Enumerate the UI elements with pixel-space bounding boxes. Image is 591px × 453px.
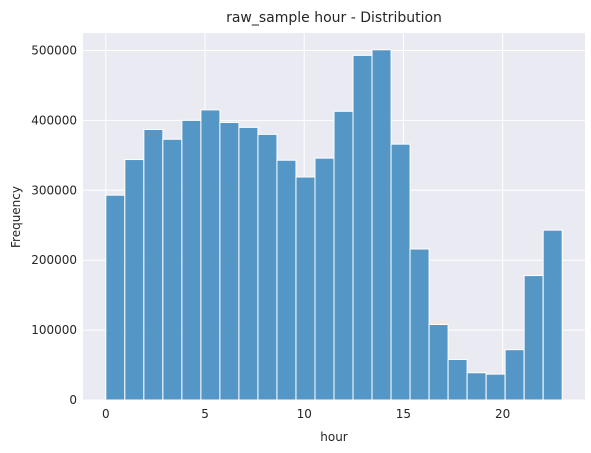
histogram-bar bbox=[352, 54, 373, 401]
x-axis-label: hour bbox=[320, 430, 348, 444]
histogram-bar bbox=[314, 157, 335, 401]
histogram-bar bbox=[276, 159, 297, 401]
histogram-bar bbox=[542, 229, 563, 401]
histogram-bar bbox=[409, 248, 430, 401]
histogram-bar bbox=[466, 372, 487, 401]
histogram-bar bbox=[200, 109, 221, 401]
histogram-bar bbox=[371, 49, 392, 401]
y-tick-label: 500000 bbox=[31, 43, 77, 57]
x-tick-label: 0 bbox=[102, 407, 110, 421]
histogram-bar bbox=[257, 133, 278, 401]
x-tick-label: 15 bbox=[396, 407, 411, 421]
histogram-bar bbox=[219, 121, 240, 401]
x-tick-label: 10 bbox=[297, 407, 312, 421]
histogram-bars bbox=[105, 49, 563, 401]
y-axis-label: Frequency bbox=[9, 186, 23, 248]
y-tick-label: 300000 bbox=[31, 183, 77, 197]
y-tick-label: 0 bbox=[69, 393, 77, 407]
histogram-bar bbox=[390, 143, 411, 401]
histogram-bar bbox=[333, 110, 354, 401]
histogram-bar bbox=[523, 275, 544, 401]
y-tick-label: 100000 bbox=[31, 323, 77, 337]
histogram-bar bbox=[181, 119, 202, 401]
x-axis-ticks: 0 5 10 15 20 bbox=[102, 407, 510, 421]
histogram-bar bbox=[447, 358, 468, 401]
y-axis-ticks: 0 100000 200000 300000 400000 500000 bbox=[31, 43, 77, 407]
histogram-bar bbox=[295, 176, 316, 401]
x-tick-label: 20 bbox=[495, 407, 510, 421]
histogram-bar bbox=[504, 349, 525, 401]
histogram-bar bbox=[143, 128, 164, 401]
histogram-bar bbox=[428, 324, 449, 401]
histogram-bar bbox=[238, 126, 259, 401]
y-tick-label: 400000 bbox=[31, 113, 77, 127]
x-tick-label: 5 bbox=[201, 407, 209, 421]
histogram-bar bbox=[124, 159, 145, 401]
histogram-bar bbox=[105, 194, 126, 401]
chart-title: raw_sample hour - Distribution bbox=[226, 10, 442, 26]
histogram-bar bbox=[162, 138, 183, 401]
histogram-bar bbox=[485, 373, 506, 401]
y-tick-label: 200000 bbox=[31, 253, 77, 267]
